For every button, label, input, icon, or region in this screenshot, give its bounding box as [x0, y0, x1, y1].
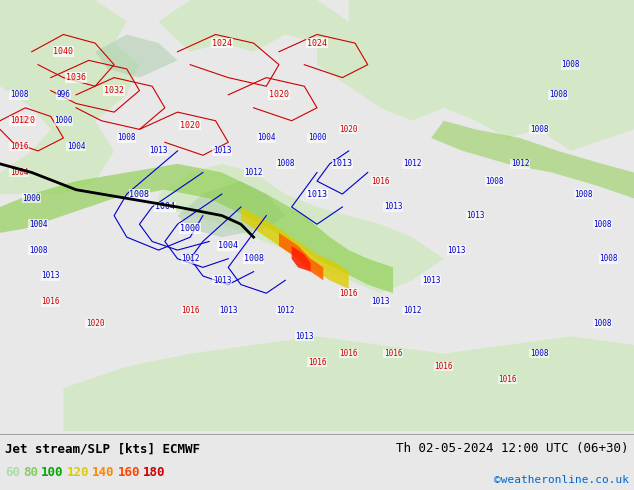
Polygon shape: [63, 336, 634, 431]
Text: 1012: 1012: [403, 159, 422, 169]
Text: 1016: 1016: [384, 349, 403, 358]
Text: 1004: 1004: [29, 220, 48, 229]
Text: 1020: 1020: [86, 319, 105, 328]
Text: 1016: 1016: [181, 306, 200, 315]
Polygon shape: [178, 181, 285, 237]
Text: 1008: 1008: [117, 133, 136, 143]
Text: 80: 80: [23, 466, 38, 479]
Text: 1013: 1013: [149, 147, 168, 155]
Text: 1004: 1004: [155, 202, 175, 212]
Text: 1008: 1008: [593, 220, 612, 229]
Text: 1016: 1016: [10, 142, 29, 151]
Polygon shape: [317, 0, 634, 151]
Text: 1008: 1008: [561, 60, 580, 69]
Polygon shape: [158, 0, 349, 52]
Text: 1016: 1016: [434, 362, 453, 371]
Polygon shape: [292, 246, 311, 271]
Text: 1013: 1013: [466, 211, 485, 220]
Text: 100: 100: [41, 466, 63, 479]
Text: 1008: 1008: [276, 159, 295, 169]
Text: 1008: 1008: [599, 254, 618, 263]
Text: 1004: 1004: [257, 133, 276, 143]
Text: 120: 120: [67, 466, 89, 479]
Polygon shape: [0, 0, 139, 194]
Text: 1008: 1008: [243, 254, 264, 263]
Text: 1013: 1013: [332, 159, 353, 169]
Text: 1012: 1012: [276, 306, 295, 315]
Text: 1004: 1004: [10, 168, 29, 177]
Text: 1000: 1000: [180, 224, 200, 233]
Text: 1012: 1012: [10, 116, 29, 125]
Text: 1000: 1000: [307, 133, 327, 143]
Polygon shape: [158, 164, 444, 293]
Text: 1008: 1008: [485, 176, 504, 186]
Text: 1012: 1012: [510, 159, 529, 169]
Text: 180: 180: [143, 466, 165, 479]
Text: 1000: 1000: [54, 116, 73, 125]
Text: 1016: 1016: [371, 176, 390, 186]
Text: 1013: 1013: [41, 271, 60, 280]
Text: 1020: 1020: [15, 116, 36, 125]
Text: 1016: 1016: [41, 297, 60, 306]
Text: 1016: 1016: [339, 289, 358, 298]
Text: 1013: 1013: [371, 297, 390, 306]
Text: 996: 996: [56, 90, 70, 99]
Text: 1020: 1020: [269, 90, 289, 99]
Text: 1008: 1008: [529, 125, 548, 134]
Text: 1024: 1024: [212, 39, 232, 48]
Text: 1016: 1016: [339, 349, 358, 358]
Text: 1020: 1020: [339, 125, 358, 134]
Text: Th 02-05-2024 12:00 UTC (06+30): Th 02-05-2024 12:00 UTC (06+30): [396, 442, 629, 455]
Text: 60: 60: [5, 466, 20, 479]
Text: Jet stream/SLP [kts] ECMWF: Jet stream/SLP [kts] ECMWF: [5, 442, 200, 455]
Text: 1013: 1013: [447, 245, 466, 255]
Text: 1012: 1012: [403, 306, 422, 315]
Text: 1013: 1013: [212, 276, 231, 285]
Text: 1008: 1008: [548, 90, 567, 99]
Text: 1008: 1008: [593, 319, 612, 328]
Text: 1013: 1013: [295, 332, 314, 341]
Text: 1040: 1040: [53, 47, 74, 56]
Text: 1032: 1032: [104, 86, 124, 95]
Polygon shape: [431, 121, 634, 198]
Polygon shape: [95, 34, 178, 77]
Text: 1008: 1008: [10, 90, 29, 99]
Text: 1036: 1036: [66, 73, 86, 82]
Text: 1016: 1016: [498, 375, 517, 384]
Text: 1012: 1012: [244, 168, 263, 177]
Text: 1020: 1020: [180, 121, 200, 129]
Text: 1013: 1013: [219, 306, 238, 315]
Text: 160: 160: [117, 466, 140, 479]
Text: 1008: 1008: [129, 190, 150, 198]
Polygon shape: [241, 207, 349, 289]
Text: 1000: 1000: [22, 194, 41, 203]
Polygon shape: [0, 164, 393, 293]
Polygon shape: [279, 233, 323, 280]
Text: 1024: 1024: [307, 39, 327, 48]
Text: 1008: 1008: [574, 190, 593, 198]
Text: ©weatheronline.co.uk: ©weatheronline.co.uk: [494, 475, 629, 485]
Text: 140: 140: [92, 466, 115, 479]
Text: 1004: 1004: [218, 241, 238, 250]
Text: 1008: 1008: [29, 245, 48, 255]
Text: 1013: 1013: [307, 190, 327, 198]
Text: 1013: 1013: [422, 276, 441, 285]
Text: 1016: 1016: [307, 358, 327, 367]
Text: 1013: 1013: [384, 202, 403, 212]
Text: 1012: 1012: [181, 254, 200, 263]
Text: 1008: 1008: [529, 349, 548, 358]
Text: 1004: 1004: [67, 142, 86, 151]
Text: 1013: 1013: [212, 147, 231, 155]
